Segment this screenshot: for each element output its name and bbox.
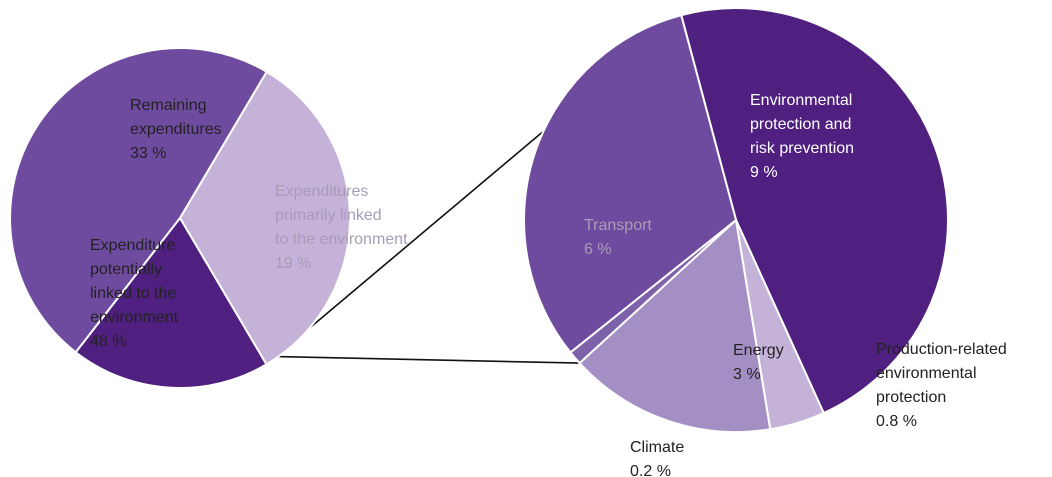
slice-label-line: Environmental xyxy=(750,92,852,109)
slice-label-line: to the environment xyxy=(275,231,408,248)
slice-label-expenditure-potentially-linked-to-the-environment: Expenditure potentially linked to the envir… xyxy=(90,237,179,350)
pie-slice-transport xyxy=(522,13,738,354)
slice-label-line: Expenditures xyxy=(275,183,368,200)
slice-label-line: environment xyxy=(90,309,179,326)
slice-label-energy: Energy 3 % xyxy=(733,342,784,383)
slice-label-line: protection xyxy=(876,389,946,406)
slice-labels: Remaining expenditures 33 % Expenditures pri… xyxy=(90,92,1007,477)
slice-value-label: 0.8 % xyxy=(876,413,917,430)
pie-slice-energy xyxy=(578,218,772,433)
slice-label-line: Transport xyxy=(584,217,652,234)
slice-label-line: Expenditure xyxy=(90,237,175,254)
slice-value-label: 33 % xyxy=(130,145,166,162)
slice-label-line: linked to the xyxy=(90,285,176,302)
slice-label-line: protection and xyxy=(750,116,851,133)
slice-label-environmental-protection-and-risk-prevention: Environmental protection and risk preventi… xyxy=(750,92,854,181)
slice-value-label: 0.2 % xyxy=(630,463,671,477)
slice-label-remaining-expenditures: Remaining expenditures 33 % xyxy=(130,97,222,162)
slice-label-line: Production-related xyxy=(876,341,1007,358)
left-pie xyxy=(9,47,351,389)
slice-value-label: 48 % xyxy=(90,333,126,350)
slice-label-transport: Transport 6 % xyxy=(584,217,652,258)
slice-label-climate: Climate 0.2 % xyxy=(630,439,684,477)
slice-label-line: environmental xyxy=(876,365,977,382)
slice-label-production-related-environmental-protection: Production-related environmental protectio… xyxy=(876,341,1007,430)
slice-label-line: expenditures xyxy=(130,121,222,138)
slice-label-line: Climate xyxy=(630,439,684,456)
slice-label-line: Energy xyxy=(733,342,784,359)
pie-slice-remaining-expenditures xyxy=(178,70,351,366)
pie-slice-expenditure-potentially-linked-to-the-environment xyxy=(9,47,269,354)
slice-value-label: 6 % xyxy=(584,241,612,258)
slice-value-label: 3 % xyxy=(733,366,761,383)
slice-label-expenditures-primarily-linked-to-the-environment: Expenditures primarily linked to the envir… xyxy=(275,183,408,272)
slice-label-line: primarily linked xyxy=(275,207,382,224)
pie-slice-expenditures-primarily-linked-to-the-environment xyxy=(74,216,268,389)
slice-value-label: 9 % xyxy=(750,164,778,181)
slice-label-line: potentially xyxy=(90,261,162,278)
right-pie xyxy=(522,7,949,433)
slice-label-line: risk prevention xyxy=(750,140,854,157)
slice-label-line: Remaining xyxy=(130,97,206,114)
slice-value-label: 19 % xyxy=(275,255,311,272)
pie-slice-environmental-protection-and-risk-prevention xyxy=(680,7,949,415)
